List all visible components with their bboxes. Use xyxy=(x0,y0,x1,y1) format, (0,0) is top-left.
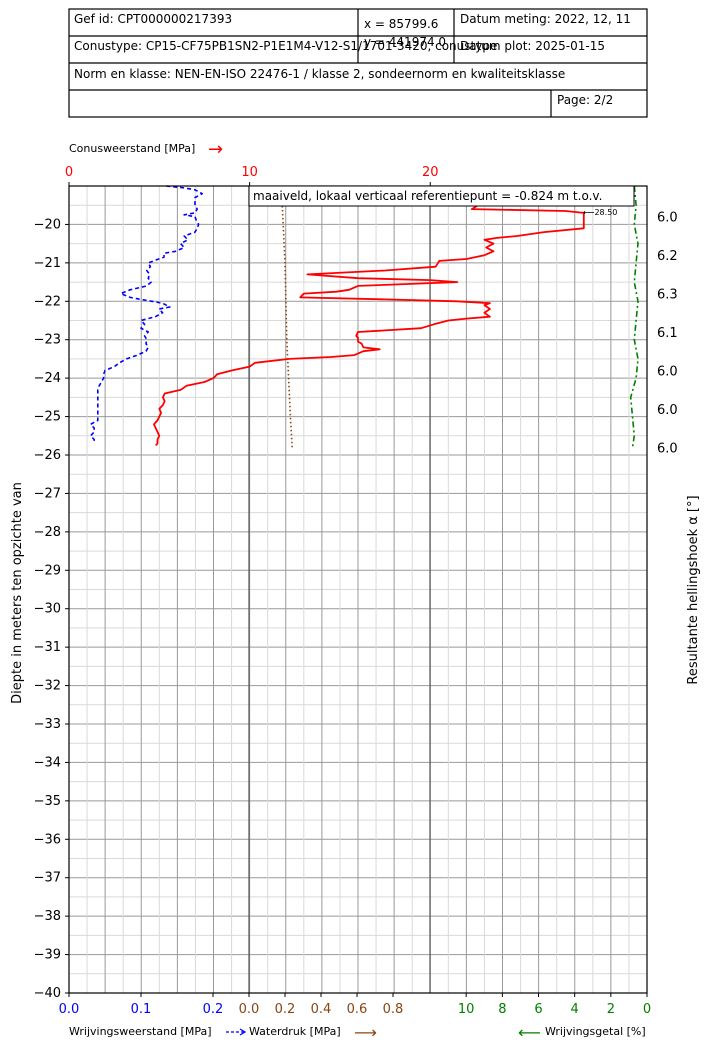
inclination-label: 6.3 xyxy=(657,288,678,303)
inclination-label: 6.0 xyxy=(657,211,678,226)
bottom-tick-label: 6 xyxy=(534,1002,542,1017)
date-plot: Datum plot: 2025-01-15 xyxy=(460,39,605,53)
bottom-tick-label: 2 xyxy=(607,1002,615,1017)
inclination-label: 6.0 xyxy=(657,403,678,418)
y-tick-label: −38 xyxy=(34,909,61,924)
data-curves xyxy=(89,185,639,448)
bottom-tick-label: 0.0 xyxy=(59,1002,80,1017)
y-tick-label: −33 xyxy=(34,717,61,732)
friction-legend-arrow xyxy=(226,1028,247,1036)
y-tick-label: −24 xyxy=(34,371,61,386)
cone-type: Conustype: CP15-CF75PB1SN2-P1E1M4-V12-S1… xyxy=(74,39,497,53)
bottom-tick-label: 0.1 xyxy=(131,1002,152,1017)
friction-ratio-line xyxy=(629,185,639,448)
bottom-tick-label: 0.4 xyxy=(311,1002,332,1017)
top-tick-label: 20 xyxy=(422,165,439,180)
bottom-tick-label: 4 xyxy=(571,1002,579,1017)
inclination-label: 6.0 xyxy=(657,364,678,379)
bottom-tick-label: 0.6 xyxy=(347,1002,368,1017)
friction-resistance-line xyxy=(89,185,203,444)
grid xyxy=(68,185,648,994)
y-tick-label: −35 xyxy=(34,794,61,809)
y-tick-label: −39 xyxy=(34,948,61,963)
inclination-label: 6.0 xyxy=(657,441,678,456)
gef-id: Gef id: CPT000000217393 xyxy=(74,12,232,26)
y-tick-label: −23 xyxy=(34,333,61,348)
y-axis-label: Diepte in meters ten opzichte van xyxy=(10,482,25,704)
friction-axis-label: Wrijvingsweerstand [MPa] xyxy=(69,1025,212,1038)
y-tick-label: −40 xyxy=(34,986,61,1001)
y-tick-label: −31 xyxy=(34,640,61,655)
bottom-tick-label: 0.2 xyxy=(275,1002,296,1017)
bottom-tick-label: 0.0 xyxy=(239,1002,260,1017)
ratio-axis-label: Wrijvingsgetal [%] xyxy=(545,1025,646,1038)
inclination-label: 6.1 xyxy=(657,326,678,341)
y-tick-label: −28 xyxy=(34,525,61,540)
right-axis-label: Resultante hellingshoek α [°] xyxy=(686,495,701,684)
top-axis-label: Conusweerstand [MPa] xyxy=(69,142,195,155)
pore-axis-label: Waterdruk [MPa] xyxy=(249,1025,341,1038)
y-tick-label: −37 xyxy=(34,871,61,886)
x-coordinate: x = 85799.6 xyxy=(364,17,438,31)
y-coordinate: y = 441974.0 xyxy=(364,35,446,49)
header-table xyxy=(68,8,648,118)
bottom-tick-label: 8 xyxy=(498,1002,506,1017)
bottom-tick-label: 0 xyxy=(643,1002,651,1017)
y-tick-label: −20 xyxy=(34,217,61,232)
y-tick-label: −29 xyxy=(34,563,61,578)
y-tick-label: −25 xyxy=(34,410,61,425)
y-tick-label: −27 xyxy=(34,486,61,501)
top-tick-label: 0 xyxy=(65,165,73,180)
y-tick-label: −30 xyxy=(34,602,61,617)
offscale-note: ⟵28.50 xyxy=(583,208,617,217)
ratio-legend-arrow: ⟵ xyxy=(518,1023,541,1042)
y-tick-label: −21 xyxy=(34,256,61,271)
page-number: Page: 2/2 xyxy=(557,93,613,107)
y-tick-label: −22 xyxy=(34,294,61,309)
top-tick-label: 10 xyxy=(241,165,258,180)
bottom-tick-label: 10 xyxy=(458,1002,475,1017)
annotation-box xyxy=(248,185,635,207)
y-tick-label: −36 xyxy=(34,832,61,847)
annotation-text: maaiveld, lokaal verticaal referentiepun… xyxy=(253,189,602,203)
bottom-tick-label: 0.2 xyxy=(203,1002,224,1017)
top-axis-arrow: → xyxy=(208,139,223,160)
norm-class: Norm en klasse: NEN-EN-ISO 22476-1 / kla… xyxy=(74,67,565,81)
pore-legend-arrow: ⟶ xyxy=(354,1023,377,1042)
bottom-tick-label: 0.8 xyxy=(383,1002,404,1017)
pore-pressure-line xyxy=(280,185,293,448)
date-measured: Datum meting: 2022, 12, 11 xyxy=(460,12,631,26)
y-tick-label: −34 xyxy=(34,755,61,770)
inclination-label: 6.2 xyxy=(657,249,678,264)
cone-resistance-line xyxy=(152,185,585,447)
axes: −20 −21 −22 −23 −24 −25 −26 −27 −28 −29 −30 −31 −32 −… xyxy=(34,165,678,1017)
y-tick-label: −32 xyxy=(34,679,61,694)
y-tick-label: −26 xyxy=(34,448,61,463)
